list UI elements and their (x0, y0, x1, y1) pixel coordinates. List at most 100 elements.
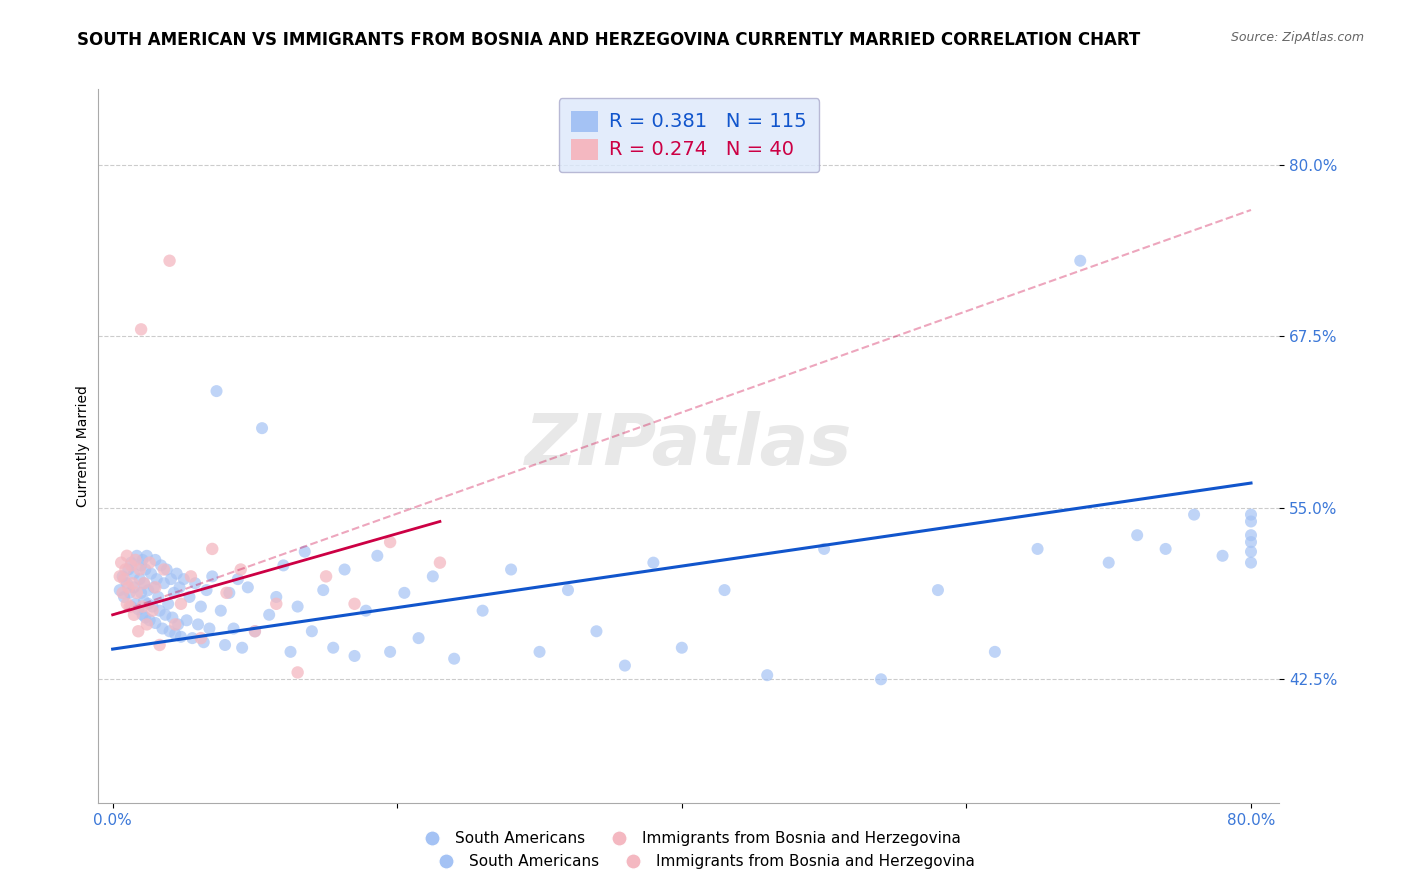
Point (115, 576, 138, 591)
Point (110, 556, 132, 570)
Point (257, 607, 280, 622)
Point (333, 562, 356, 576)
Point (1240, 556, 1263, 570)
Point (312, 583, 335, 598)
Point (984, 645, 1007, 659)
Point (125, 586, 148, 600)
Point (1240, 535, 1263, 549)
Point (236, 580, 259, 594)
Point (112, 572, 135, 586)
Point (129, 558, 152, 573)
Point (121, 576, 143, 591)
Point (354, 604, 377, 618)
Point (187, 617, 209, 632)
Point (756, 668, 779, 682)
Point (231, 640, 253, 655)
Point (266, 590, 288, 604)
Point (139, 566, 162, 581)
Point (111, 569, 134, 583)
Point (1182, 508, 1205, 522)
Point (145, 572, 167, 586)
Point (1098, 556, 1121, 570)
Point (117, 580, 139, 594)
Point (1026, 541, 1049, 556)
Point (129, 322, 152, 336)
Point (131, 553, 153, 567)
Point (135, 549, 157, 563)
Point (128, 572, 150, 586)
Point (315, 569, 337, 583)
Point (1126, 528, 1149, 542)
Point (112, 590, 135, 604)
Point (366, 549, 388, 563)
Point (443, 651, 465, 665)
Point (136, 583, 159, 598)
Point (136, 597, 159, 611)
Point (273, 558, 295, 573)
Point (266, 597, 288, 611)
Point (378, 645, 401, 659)
Point (250, 421, 273, 435)
Point (1240, 528, 1263, 542)
Point (280, 645, 302, 659)
Point (613, 658, 636, 673)
Point (159, 624, 181, 639)
Point (163, 586, 186, 600)
Point (1069, 253, 1091, 268)
Point (322, 640, 344, 655)
Point (1212, 549, 1234, 563)
Point (422, 569, 444, 583)
Point (169, 580, 191, 594)
Point (170, 630, 193, 644)
Point (115, 549, 138, 563)
Point (117, 562, 139, 576)
Point (170, 597, 193, 611)
Point (149, 638, 172, 652)
Point (125, 549, 148, 563)
Point (159, 253, 181, 268)
Text: ZIPatlas: ZIPatlas (526, 411, 852, 481)
Point (671, 640, 693, 655)
Point (184, 576, 207, 591)
Point (120, 558, 142, 573)
Point (131, 607, 153, 622)
Point (129, 586, 152, 600)
Point (148, 590, 170, 604)
Point (135, 617, 157, 632)
Point (287, 599, 309, 614)
Point (153, 562, 176, 576)
Point (166, 566, 188, 581)
Point (408, 631, 430, 645)
Point (226, 572, 249, 586)
Point (155, 607, 177, 622)
Point (124, 553, 146, 567)
Point (218, 586, 240, 600)
Point (378, 535, 401, 549)
Point (143, 615, 166, 630)
Point (176, 613, 198, 627)
Point (141, 604, 163, 618)
Point (150, 558, 173, 573)
Point (195, 583, 218, 598)
Point (243, 624, 266, 639)
Point (122, 607, 145, 622)
Point (120, 599, 142, 614)
Point (162, 610, 184, 624)
Point (179, 590, 201, 604)
Point (152, 622, 174, 636)
Point (294, 544, 316, 558)
Point (122, 566, 145, 581)
Point (813, 541, 835, 556)
Point (190, 599, 212, 614)
Point (153, 576, 176, 591)
Point (301, 624, 323, 639)
Point (229, 562, 252, 576)
Point (134, 562, 156, 576)
Point (165, 627, 187, 641)
Point (215, 586, 238, 600)
Point (181, 631, 204, 645)
Point (343, 597, 366, 611)
Point (127, 602, 149, 616)
Point (343, 648, 366, 663)
Point (160, 572, 183, 586)
